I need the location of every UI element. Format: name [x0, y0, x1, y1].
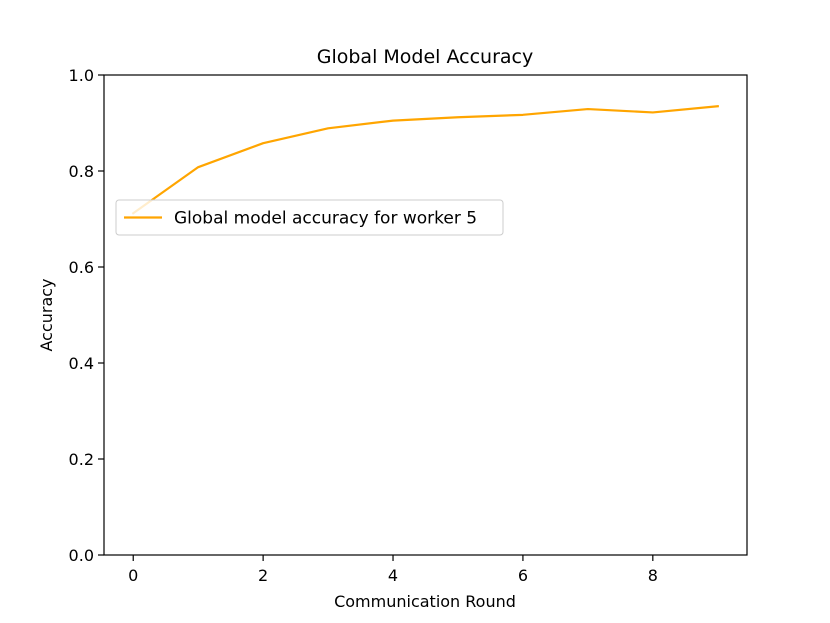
x-tick-label: 8	[648, 566, 658, 585]
x-tick-label: 0	[128, 566, 138, 585]
series-line	[131, 104, 719, 215]
axes-layer: 0 2 4 6 8 0.0 0.2 0.4 0.6 0.8 1.0	[69, 66, 748, 585]
y-tick-label: 0.0	[69, 546, 94, 565]
legend-label: Global model accuracy for worker 5	[174, 209, 477, 229]
x-tick-label: 4	[388, 566, 398, 585]
legend: Global model accuracy for worker 5	[115, 199, 504, 236]
legend-box	[115, 199, 504, 236]
y-tick-label: 0.4	[69, 354, 94, 373]
y-tick-label: 0.2	[69, 450, 94, 469]
axes-frame	[103, 74, 748, 556]
x-tick-label: 2	[258, 566, 268, 585]
x-tick-label: 6	[518, 566, 528, 585]
chart-title: Global Model Accuracy	[317, 46, 533, 68]
y-tick-label: 1.0	[69, 66, 94, 85]
y-tick-label: 0.8	[69, 162, 94, 181]
y-axis-title: Accuracy	[37, 278, 56, 351]
x-axis-title: Communication Round	[334, 592, 516, 611]
y-tick-label: 0.6	[69, 258, 94, 277]
series-layer	[131, 104, 719, 215]
